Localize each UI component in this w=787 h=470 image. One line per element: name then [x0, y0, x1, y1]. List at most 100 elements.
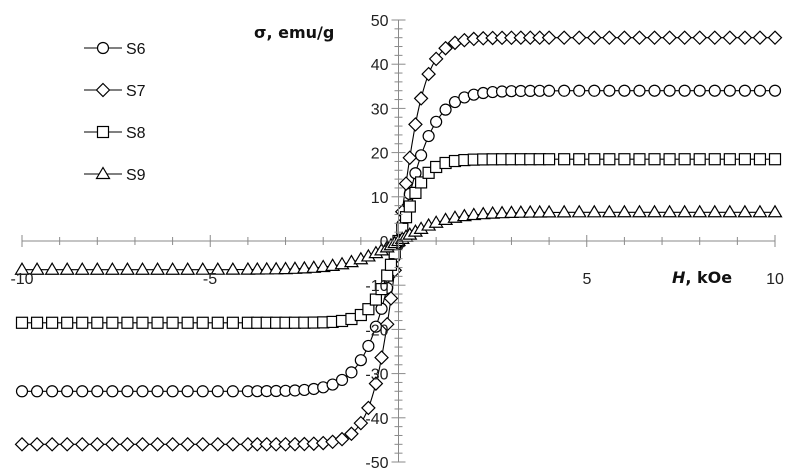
data-point: [413, 91, 429, 106]
data-point: [136, 385, 149, 398]
data-point: [259, 261, 275, 275]
data-point: [384, 258, 398, 271]
data-point: [692, 30, 708, 46]
series-s6: [15, 84, 782, 398]
data-point: [46, 385, 59, 398]
data-point: [225, 436, 241, 452]
data-point: [753, 153, 767, 166]
data-point: [344, 426, 359, 442]
data-point: [428, 51, 444, 67]
data-point: [134, 262, 151, 275]
data-point: [414, 149, 428, 162]
data-point: [211, 385, 224, 398]
data-point: [226, 316, 239, 329]
data-point: [211, 316, 224, 329]
data-point: [165, 262, 181, 275]
data-point: [196, 316, 209, 329]
data-point: [226, 385, 239, 398]
y-tick-label: 0: [380, 234, 389, 251]
data-point: [588, 84, 601, 97]
data-point: [74, 436, 90, 452]
data-point: [438, 40, 453, 56]
data-point: [677, 30, 692, 46]
data-point: [44, 262, 60, 275]
data-point: [648, 84, 661, 97]
data-point: [752, 30, 768, 46]
data-point: [15, 385, 29, 398]
data-point: [375, 283, 388, 296]
data-point: [662, 204, 678, 218]
data-point: [603, 84, 616, 97]
data-point: [633, 153, 646, 166]
data-point: [59, 262, 75, 275]
data-point: [768, 84, 782, 97]
series-layer: [14, 30, 783, 452]
data-point: [692, 204, 708, 218]
data-point: [485, 205, 501, 219]
data-point: [106, 385, 119, 398]
legend-marker: [96, 41, 110, 55]
data-point: [571, 204, 587, 218]
series-s7: [14, 30, 783, 452]
data-point: [601, 204, 617, 218]
data-point: [136, 316, 149, 329]
data-point: [723, 153, 736, 166]
x-tick-label: 5: [583, 271, 592, 288]
data-point: [104, 262, 120, 275]
legend: S6 S7 S8 S9: [84, 41, 146, 184]
data-point: [503, 205, 520, 219]
data-point: [678, 153, 691, 166]
data-point: [165, 436, 180, 452]
data-point: [225, 261, 241, 275]
data-point: [151, 385, 164, 398]
data-point: [663, 153, 676, 166]
data-point: [335, 373, 349, 387]
data-point: [383, 291, 399, 306]
data-point: [402, 150, 418, 166]
data-point: [663, 84, 676, 97]
data-point: [513, 205, 529, 218]
data-point: [556, 204, 572, 218]
y-tick-label: 50: [371, 13, 389, 30]
data-point: [306, 260, 322, 273]
x-axis-title-italic: H: [672, 268, 686, 287]
data-point: [374, 350, 389, 365]
data-point: [708, 84, 721, 97]
data-point: [603, 153, 616, 166]
data-point: [210, 262, 226, 275]
data-point: [631, 204, 648, 218]
data-point: [421, 66, 436, 82]
data-point: [399, 211, 413, 224]
data-point: [439, 103, 452, 116]
data-point: [767, 204, 783, 218]
data-point: [210, 436, 226, 452]
data-point: [541, 204, 557, 218]
data-point: [354, 354, 367, 367]
data-point: [409, 186, 422, 199]
x-tick-label: 0: [396, 237, 405, 254]
data-point: [368, 376, 384, 391]
data-point: [76, 316, 89, 329]
data-point: [707, 204, 723, 218]
data-point: [106, 316, 119, 329]
data-point: [678, 84, 691, 97]
data-point: [737, 204, 753, 218]
data-point: [408, 117, 423, 132]
data-point: [180, 436, 196, 452]
data-point: [398, 176, 414, 191]
data-point: [119, 262, 135, 275]
legend-marker: [95, 166, 111, 180]
y-tick-label: -30: [365, 367, 388, 384]
data-point: [752, 204, 768, 218]
legend-label: S6: [126, 41, 146, 58]
data-point: [601, 30, 617, 46]
data-point: [59, 436, 75, 452]
data-point: [588, 153, 601, 166]
data-point: [369, 320, 383, 333]
x-axis-title-rest: , kOe: [685, 268, 732, 287]
data-point: [287, 261, 303, 274]
data-point: [135, 436, 150, 452]
legend-marker: [96, 125, 110, 139]
data-point: [30, 316, 44, 329]
